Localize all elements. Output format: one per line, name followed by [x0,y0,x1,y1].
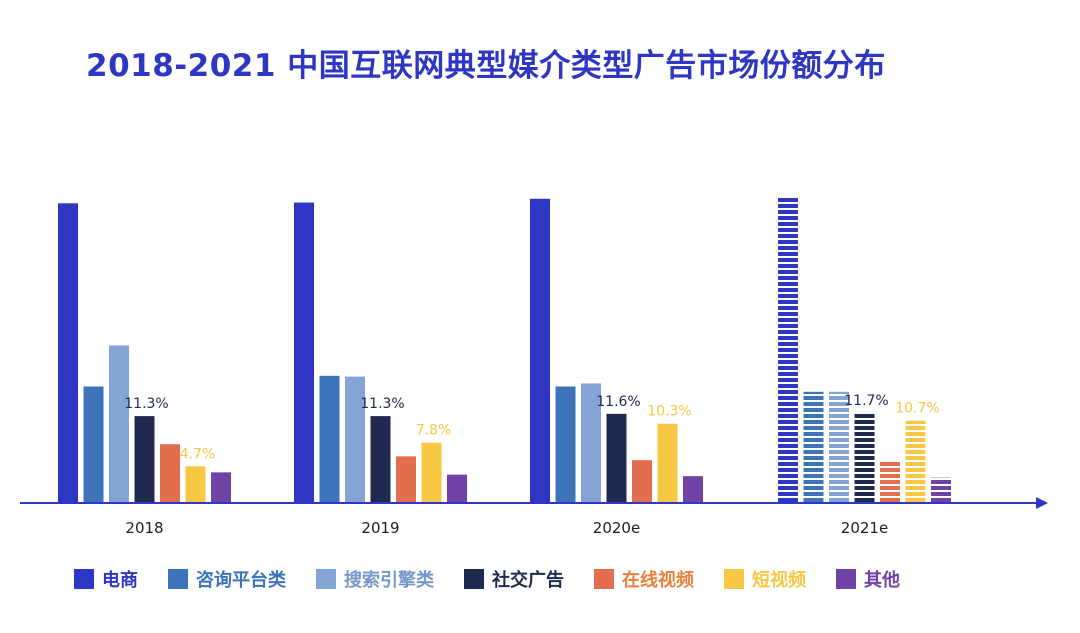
bar-2020e-series-2 [555,386,576,502]
data-label-2018-series-4: 11.3% [124,396,168,412]
legend: 电商 咨询平台类 搜索引擎类 社交广告 在线视频 短视频 其他 [74,566,930,592]
legend-item-7: 其他 [836,566,900,592]
bar-2020e-series-4 [606,413,627,502]
legend-item-5: 在线视频 [594,566,694,592]
legend-swatch [594,569,614,589]
legend-swatch [836,569,856,589]
x-tick-labels: 2018 2019 2020e 2021e [125,519,888,537]
bar-2021e-series-5 [880,460,900,502]
bar-2021e-series-6 [905,420,926,502]
bar-2018-series-7 [211,472,231,502]
legend-swatch [464,569,484,589]
data-label-2020e-series-6: 10.3% [647,404,691,420]
data-label-2021e-series-4: 11.7% [844,393,888,409]
chart-title: 2018-2021 中国互联网典型媒介类型广告市场份额分布 [86,48,886,84]
bar-2021e-series-7 [931,477,951,502]
legend-item-1: 电商 [74,566,138,592]
x-axis [20,497,1048,509]
bar-2019-series-1 [294,202,314,502]
bar-2020e-series-7 [683,476,703,502]
data-label-2019-series-4: 11.3% [360,396,404,412]
bar-2020e-series-1 [530,198,550,502]
legend-label: 搜索引擎类 [344,570,434,591]
bar-2018-series-1 [58,203,78,502]
bars-layer [58,197,951,503]
legend-item-4: 社交广告 [464,566,564,592]
bar-2018-series-4 [134,416,155,502]
bar-2019-series-6 [421,442,442,502]
legend-label: 电商 [102,570,138,591]
legend-label: 其他 [864,570,900,591]
legend-swatch [316,569,336,589]
bar-2020e-series-6 [657,423,678,502]
bar-2021e-series-4 [854,413,875,502]
legend-swatch [74,569,94,589]
legend-swatch [168,569,188,589]
bar-2018-series-5 [160,444,180,502]
x-tick-label-2018: 2018 [125,519,163,537]
legend-swatch [724,569,744,589]
x-tick-label-2020e: 2020e [593,519,640,537]
bar-2019-series-3 [345,376,365,502]
bar-2019-series-5 [396,456,416,502]
data-label-2019-series-6: 7.8% [416,423,452,439]
value-labels-layer: 11.3% 4.7% 11.3% 7.8% 11.6% 10.3% 11.7% 10.7% [124,393,939,462]
bar-2018-series-3 [109,345,129,502]
bar-2021e-series-2 [803,391,824,502]
legend-item-2: 咨询平台类 [168,566,286,592]
bar-2019-series-7 [447,474,467,502]
data-label-2021e-series-6: 10.7% [895,401,939,417]
x-axis-arrow-icon [1036,497,1048,509]
bar-2020e-series-3 [581,383,601,502]
data-label-2020e-series-4: 11.6% [596,394,640,410]
legend-item-3: 搜索引擎类 [316,566,434,592]
bar-2020e-series-5 [632,460,652,502]
bar-2019-series-4 [370,416,391,502]
bar-2019-series-2 [319,375,340,502]
bar-2021e-series-3 [829,391,849,502]
data-label-2018-series-6: 4.7% [180,446,216,462]
legend-label: 咨询平台类 [196,570,286,591]
bar-2018-series-2 [83,386,104,502]
legend-label: 短视频 [752,570,806,591]
bar-2021e-series-1 [778,197,798,503]
x-tick-label-2019: 2019 [361,519,399,537]
legend-item-6: 短视频 [724,566,806,592]
legend-label: 在线视频 [622,570,694,591]
bar-2018-series-6 [185,466,206,502]
x-tick-label-2021e: 2021e [841,519,888,537]
legend-label: 社交广告 [492,570,564,591]
